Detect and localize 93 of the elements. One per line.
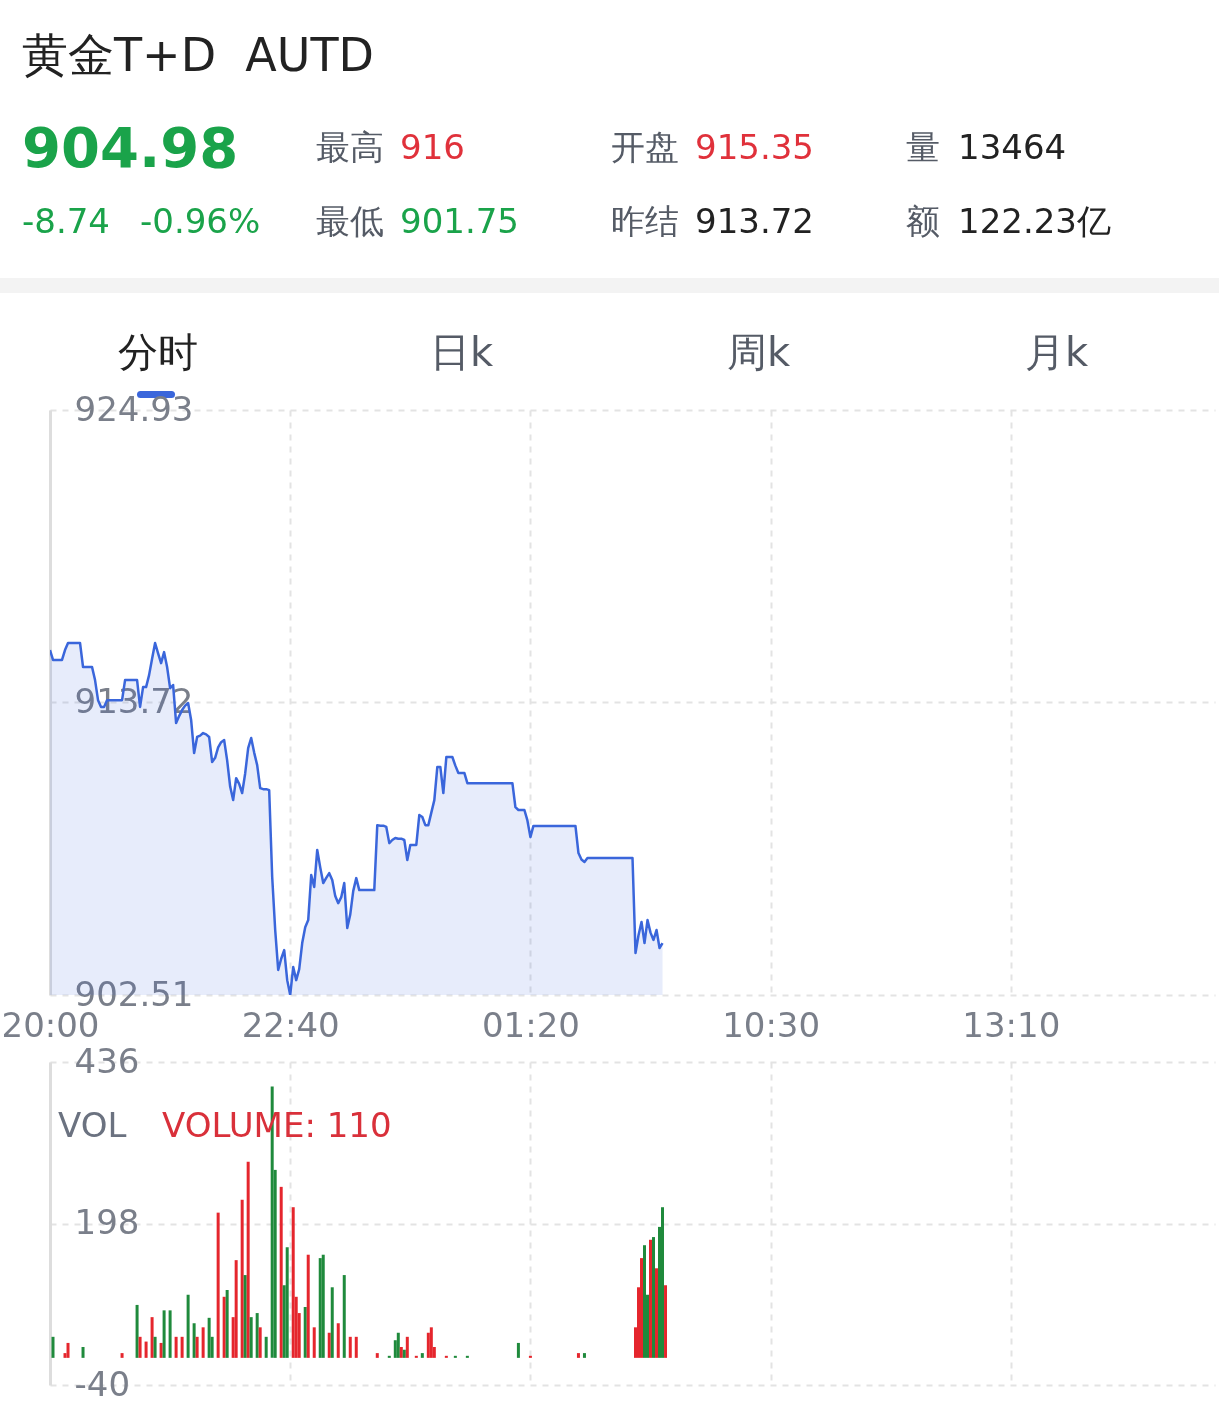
bar (640, 1258, 644, 1358)
bar (318, 1258, 322, 1358)
bar (135, 1304, 139, 1358)
text: 904.98 (22, 115, 239, 180)
bar (354, 1336, 358, 1358)
bar (120, 1353, 124, 1358)
bar (342, 1275, 346, 1358)
bar (375, 1353, 379, 1358)
bar (652, 1237, 656, 1358)
text: 周k (727, 329, 791, 375)
bar (150, 1317, 154, 1358)
bar (168, 1310, 172, 1358)
bar (144, 1341, 148, 1358)
bar (180, 1336, 184, 1358)
bar (387, 1355, 391, 1358)
text: -8.74 (22, 201, 110, 241)
text: 最低 (316, 201, 384, 241)
bar (255, 1313, 259, 1358)
bar (321, 1254, 325, 1358)
bar (243, 1275, 247, 1358)
bar (264, 1336, 268, 1358)
bar (348, 1336, 352, 1358)
bar (661, 1207, 665, 1358)
bar (336, 1323, 340, 1358)
bar (306, 1254, 310, 1358)
bar (429, 1327, 433, 1358)
bar (153, 1336, 157, 1358)
bar (207, 1317, 211, 1358)
bar (528, 1355, 532, 1358)
text: -0.96% (140, 201, 261, 241)
bar (249, 1317, 253, 1358)
bar (279, 1186, 283, 1358)
bar (234, 1260, 238, 1358)
bar (465, 1355, 469, 1358)
y-tick-label: 436 (74, 1040, 140, 1081)
bar (186, 1294, 190, 1358)
bar (582, 1353, 586, 1358)
bar (246, 1161, 250, 1358)
bar (327, 1332, 331, 1358)
text: 122.23亿 (958, 201, 1111, 241)
x-tick-label: 22:40 (241, 1004, 340, 1045)
bar (453, 1355, 457, 1358)
text: 最高 (316, 127, 384, 167)
y-tick-label: 924.93 (74, 388, 194, 429)
bar (162, 1310, 166, 1358)
bar (225, 1290, 229, 1358)
x-tick-label: 13:10 (962, 1004, 1061, 1045)
text: 开盘 (611, 127, 679, 167)
text: 13464 (958, 127, 1067, 167)
bar (216, 1212, 220, 1358)
bar (303, 1306, 307, 1358)
text: 分时 (118, 329, 198, 375)
bar (174, 1336, 178, 1358)
bar (330, 1287, 334, 1358)
y-tick-label: -40 (74, 1363, 131, 1404)
y-tick-label: 198 (74, 1202, 140, 1242)
text: 901.75 (400, 201, 519, 241)
bar (81, 1347, 85, 1358)
bar (138, 1336, 142, 1358)
bar (192, 1323, 196, 1358)
x-tick-label: 10:30 (722, 1004, 821, 1045)
bar (240, 1199, 244, 1358)
bar (664, 1285, 668, 1358)
text: 916 (400, 127, 465, 167)
chart-title: 黄金T+D AUTD (22, 28, 374, 82)
bar (516, 1342, 520, 1358)
bar (285, 1247, 289, 1358)
bar (420, 1353, 424, 1358)
text: 913.72 (695, 201, 814, 241)
bar (51, 1336, 55, 1358)
annotation: VOL (58, 1105, 127, 1145)
bar (576, 1353, 580, 1358)
bar (414, 1355, 418, 1358)
bar (222, 1296, 226, 1358)
bar (396, 1332, 400, 1358)
text: 月k (1025, 329, 1089, 375)
bar (291, 1207, 295, 1358)
text: 额 (906, 201, 940, 241)
bar (159, 1342, 163, 1358)
bar (201, 1327, 205, 1358)
bar (643, 1245, 647, 1358)
bar (312, 1327, 316, 1358)
bar (66, 1342, 70, 1358)
bar (405, 1336, 409, 1358)
text: 日k (430, 329, 494, 375)
text: 量 (906, 127, 940, 167)
bar (258, 1327, 262, 1358)
x-tick-label: 01:20 (481, 1004, 580, 1045)
bar (444, 1355, 448, 1358)
bar (195, 1336, 199, 1358)
text: 昨结 (611, 201, 679, 241)
bar (655, 1268, 659, 1358)
text: 915.35 (695, 127, 814, 167)
